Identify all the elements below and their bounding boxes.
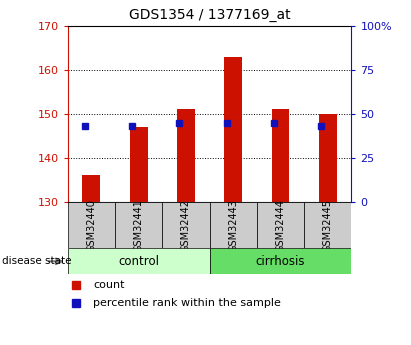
Bar xyxy=(210,248,351,274)
Bar xyxy=(210,202,257,248)
Text: disease state: disease state xyxy=(2,256,72,266)
Bar xyxy=(257,202,304,248)
Bar xyxy=(68,202,115,248)
Bar xyxy=(115,202,162,248)
Text: count: count xyxy=(93,280,125,290)
Bar xyxy=(68,248,210,274)
Bar xyxy=(130,127,148,202)
Bar xyxy=(304,202,351,248)
Text: percentile rank within the sample: percentile rank within the sample xyxy=(93,298,281,308)
Bar xyxy=(272,109,289,202)
Text: GSM32444: GSM32444 xyxy=(275,199,286,252)
Bar xyxy=(224,57,242,202)
Text: cirrhosis: cirrhosis xyxy=(256,255,305,268)
Bar xyxy=(177,109,195,202)
Text: GSM32442: GSM32442 xyxy=(181,199,191,252)
Text: GSM32443: GSM32443 xyxy=(228,199,238,252)
Text: control: control xyxy=(118,255,159,268)
Title: GDS1354 / 1377169_at: GDS1354 / 1377169_at xyxy=(129,8,291,22)
Text: GSM32441: GSM32441 xyxy=(134,199,144,252)
Bar xyxy=(83,176,100,202)
Bar xyxy=(162,202,210,248)
Bar xyxy=(319,114,337,202)
Text: GSM32440: GSM32440 xyxy=(86,199,97,252)
Text: GSM32445: GSM32445 xyxy=(323,199,333,252)
